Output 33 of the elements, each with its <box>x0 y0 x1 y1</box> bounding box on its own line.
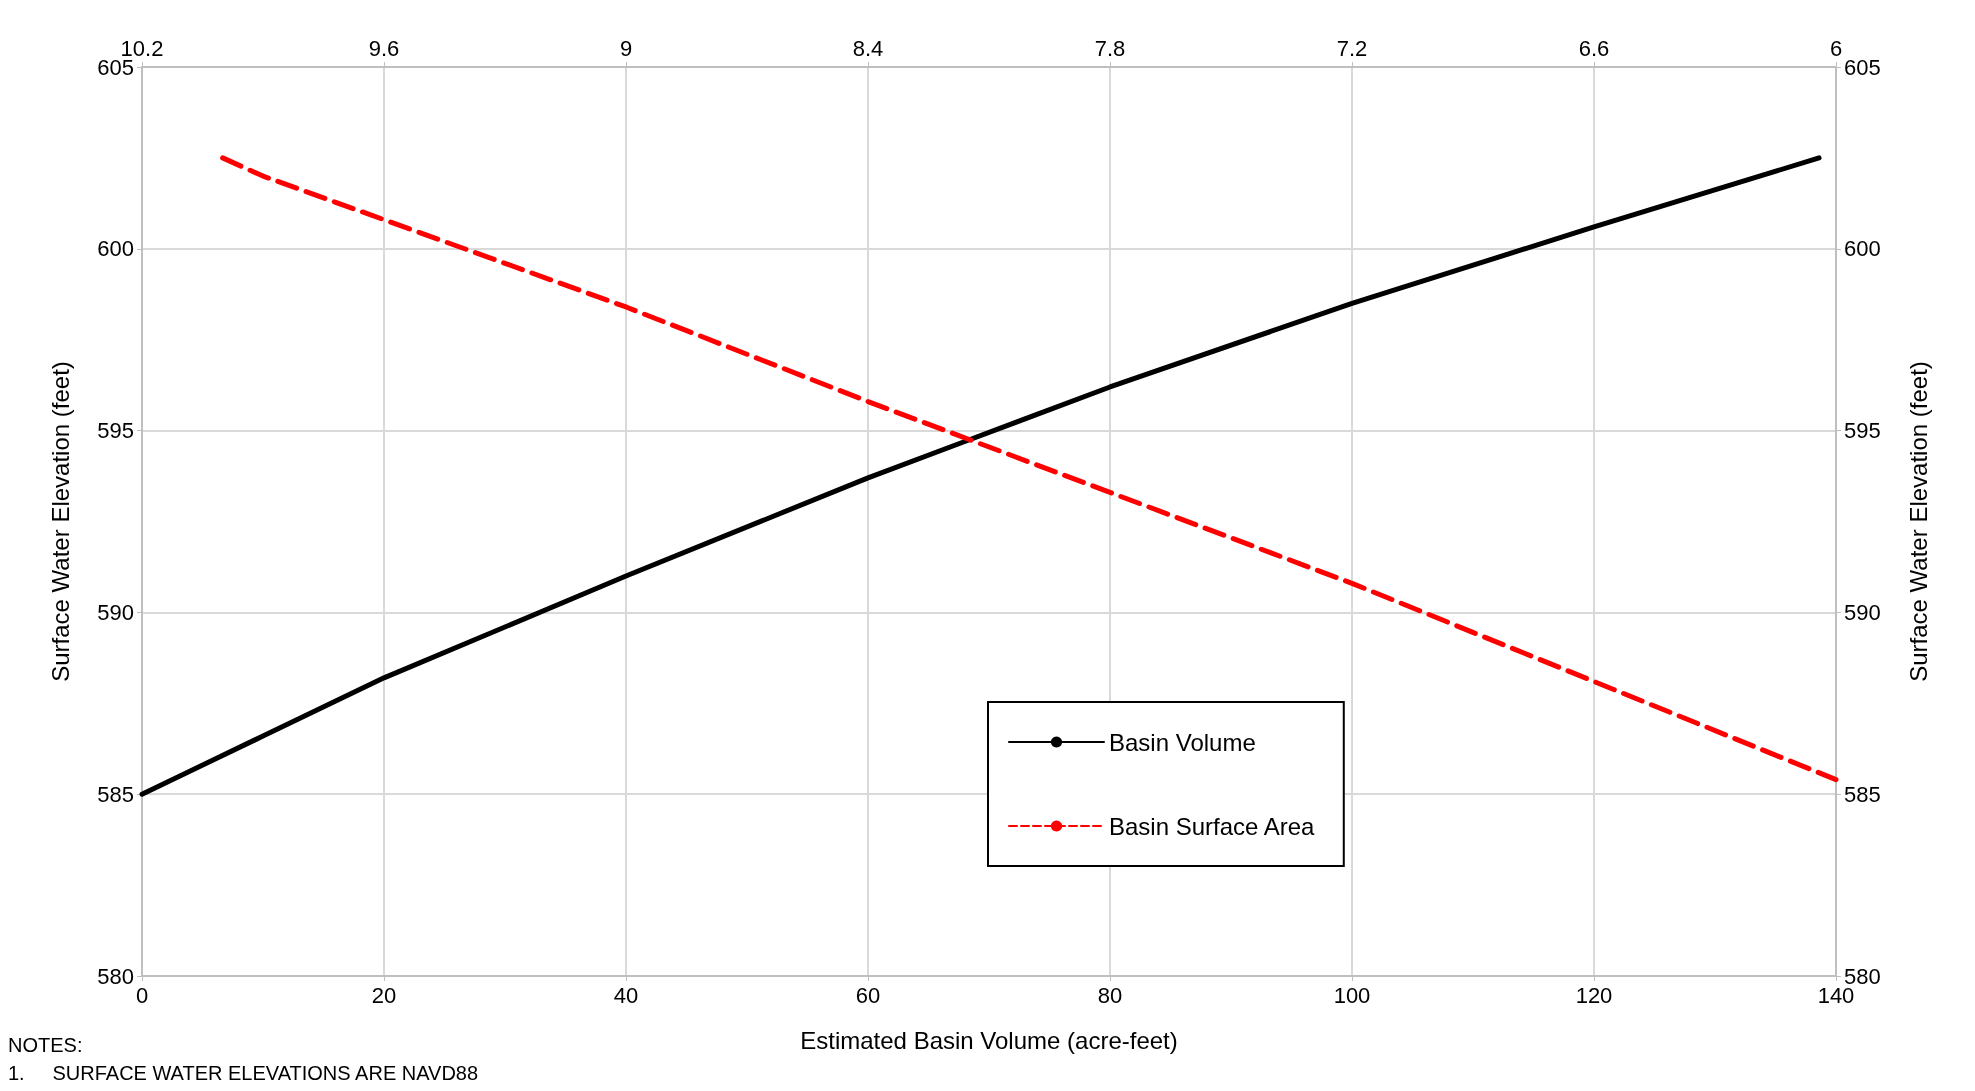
y-tick-label: 580 <box>97 963 134 989</box>
x2-tick-label: 7.8 <box>1094 35 1126 61</box>
x-tick-label: 60 <box>855 982 881 1008</box>
y-axis-title: Surface Water Elevation (feet) <box>46 361 74 682</box>
x2-tick-label: 8.4 <box>852 35 884 61</box>
text: 1. SURFACE WATER ELEVATIONS ARE NAVD88 <box>8 1062 479 1084</box>
y2-axis-title: Surface Water Elevation (feet) <box>1904 361 1932 682</box>
x2-tick-label: 10.2 <box>120 35 164 61</box>
legend-label: Basin Surface Area <box>1109 812 1316 840</box>
y2-tick-label: 595 <box>1844 418 1881 444</box>
x-axis-title: Estimated Basin Volume (acre-feet) <box>800 1026 1178 1054</box>
x2-tick-label: 9 <box>619 35 633 61</box>
y-tick-label: 585 <box>97 781 134 807</box>
y2-tick-label: 590 <box>1844 599 1881 625</box>
y-tick-label: 600 <box>97 236 134 262</box>
y2-tick-label: 580 <box>1844 963 1881 989</box>
x2-tick-label: 6 <box>1829 35 1843 61</box>
y-tick-label: 595 <box>97 418 134 444</box>
x-tick-label: 120 <box>1575 982 1613 1008</box>
x2-tick-label: 6.6 <box>1578 35 1610 61</box>
x-tick-label: 40 <box>613 982 639 1008</box>
y-tick-label: 590 <box>97 599 134 625</box>
x-tick-label: 0 <box>135 982 149 1008</box>
y2-tick-label: 600 <box>1844 236 1881 262</box>
x-tick-label: 20 <box>371 982 397 1008</box>
y2-tick-label: 605 <box>1844 54 1881 80</box>
x2-tick-label: 7.2 <box>1336 35 1368 61</box>
text: NOTES: <box>8 1034 83 1056</box>
x-tick-label: 100 <box>1333 982 1371 1008</box>
y2-tick-label: 585 <box>1844 781 1881 807</box>
x2-tick-label: 9.6 <box>368 35 400 61</box>
legend-label: Basin Volume <box>1109 728 1256 756</box>
x-tick-label: 80 <box>1097 982 1123 1008</box>
